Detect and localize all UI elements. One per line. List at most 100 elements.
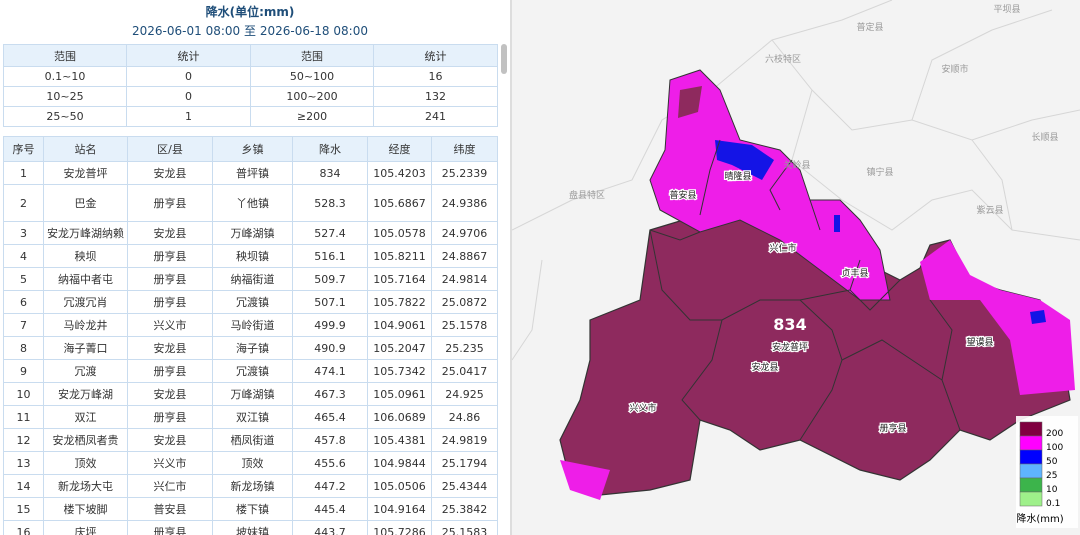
cell: 16 xyxy=(3,520,44,535)
legend-swatch xyxy=(1019,449,1043,465)
scrollbar[interactable] xyxy=(501,44,507,74)
cell: 安龙万峰湖 xyxy=(43,382,128,406)
county-label: 册亨县 xyxy=(879,422,906,434)
cell: 25.1794 xyxy=(431,451,498,475)
cell: ≥200 xyxy=(250,106,374,127)
header-cell: 纬度 xyxy=(431,136,498,162)
cell: 安龙栖凤者贵 xyxy=(43,428,128,452)
cell: 11 xyxy=(3,405,44,429)
cell: 104.9061 xyxy=(367,313,432,337)
county-label: 普安县 xyxy=(669,189,696,201)
cell: 普坪镇 xyxy=(212,161,293,185)
cell: 834 xyxy=(292,161,368,185)
cell: 24.925 xyxy=(431,382,498,406)
row: 4 秧坝 册亨县 秧坝镇 516.1 105.8211 24.8867 xyxy=(3,244,498,268)
cell: 5 xyxy=(3,267,44,291)
row: 3 安龙万峰湖纳赖 安龙县 万峰湖镇 527.4 105.0578 24.9706 xyxy=(3,221,498,245)
legend-label: 50 xyxy=(1046,457,1058,467)
cell: 海子镇 xyxy=(212,336,293,360)
cell: 50~100 xyxy=(250,66,374,87)
cell: 冗渡镇 xyxy=(212,290,293,314)
cell: 纳福中者屯 xyxy=(43,267,128,291)
cell: 9 xyxy=(3,359,44,383)
legend-label: 10 xyxy=(1046,485,1058,495)
region-fill xyxy=(560,460,610,500)
cell: 528.3 xyxy=(292,184,368,222)
cell: 海子菁口 xyxy=(43,336,128,360)
cell: 双江镇 xyxy=(212,405,293,429)
end-time: 2026-06-18 08:00 xyxy=(259,24,368,38)
cell: 105.0961 xyxy=(367,382,432,406)
cell: 1 xyxy=(126,106,251,127)
cell: 10 xyxy=(3,382,44,406)
row: 8 海子菁口 安龙县 海子镇 490.9 105.2047 25.235 xyxy=(3,336,498,360)
header-cell: 范围 xyxy=(250,44,374,67)
cell: 双江 xyxy=(43,405,128,429)
cell: 25.0872 xyxy=(431,290,498,314)
cell: 467.3 xyxy=(292,382,368,406)
cell: 册亨县 xyxy=(127,267,213,291)
cell: 安龙县 xyxy=(127,336,213,360)
county-label: 兴义市 xyxy=(629,402,656,414)
region-fill xyxy=(715,140,774,180)
cell: 册亨县 xyxy=(127,405,213,429)
county-borders xyxy=(649,139,961,441)
cell: 马岭龙井 xyxy=(43,313,128,337)
county-label: 晴隆县 xyxy=(724,170,751,182)
cell: 安龙县 xyxy=(127,382,213,406)
cell: 105.6867 xyxy=(367,184,432,222)
summary-table: 范围 统计 范围 统计 0.1~10 0 50~100 16 10~25 0 100~200 132 2… xyxy=(3,44,498,127)
row: 16 庆坪 册亨县 坡妹镇 443.7 105.7286 25.1583 xyxy=(3,520,498,535)
cell: 490.9 xyxy=(292,336,368,360)
row: 6 冗渡冗肖 册亨县 冗渡镇 507.1 105.7822 25.0872 xyxy=(3,290,498,314)
background-label: 盘县特区 xyxy=(569,189,605,201)
row: 25~50 1 ≥200 241 xyxy=(3,106,498,127)
cell: 24.9819 xyxy=(431,428,498,452)
cell: 丫他镇 xyxy=(212,184,293,222)
cell: 443.7 xyxy=(292,520,368,535)
cell: 顶效 xyxy=(43,451,128,475)
background-label: 长顺县 xyxy=(1031,131,1058,143)
cell: 6 xyxy=(3,290,44,314)
row: 9 冗渡 册亨县 冗渡镇 474.1 105.7342 25.0417 xyxy=(3,359,498,383)
background-label: 紫云县 xyxy=(976,205,1003,216)
background-label: 六枝特区 xyxy=(765,53,801,65)
cell: 新龙场大屯 xyxy=(43,474,128,498)
cell: 秧坝 xyxy=(43,244,128,268)
header-cell: 乡镇 xyxy=(212,136,293,162)
row: 14 新龙场大屯 兴仁市 新龙场镇 447.2 105.0506 25.4344 xyxy=(3,474,498,498)
cell: 安龙万峰湖纳赖 xyxy=(43,221,128,245)
header-cell: 统计 xyxy=(126,44,251,67)
cell: 445.4 xyxy=(292,497,368,521)
cell: 105.7286 xyxy=(367,520,432,535)
county-label: 望谟县 xyxy=(966,336,993,348)
legend-label: 25 xyxy=(1046,471,1057,481)
row: 0.1~10 0 50~100 16 xyxy=(3,66,498,87)
cell: 25.1578 xyxy=(431,313,498,337)
header-row: 序号 站名 区/县 乡镇 降水 经度 纬度 xyxy=(3,136,498,162)
legend-label: 200 xyxy=(1046,429,1063,439)
cell: 12 xyxy=(3,428,44,452)
cell: 105.7342 xyxy=(367,359,432,383)
cell: 1 xyxy=(3,161,44,185)
background-label: 平坝县 xyxy=(993,4,1020,15)
row: 5 纳福中者屯 册亨县 纳福街道 509.7 105.7164 24.9814 xyxy=(3,267,498,291)
station-table: 序号 站名 区/县 乡镇 降水 经度 纬度 1 安龙普坪 安龙县 普坪镇 834 105.4203 25.… xyxy=(3,136,498,535)
cell: 兴义市 xyxy=(127,313,213,337)
data-panel: 降水(单位:mm) 2026-06-01 08:00 至 2026-06-18 … xyxy=(0,0,510,535)
cell: 100~200 xyxy=(250,86,374,107)
cell: 132 xyxy=(373,86,498,107)
divider xyxy=(510,0,512,535)
cell: 105.4381 xyxy=(367,428,432,452)
start-time: 2026-06-01 08:00 xyxy=(132,24,241,38)
cell: 499.9 xyxy=(292,313,368,337)
cell: 册亨县 xyxy=(127,290,213,314)
cell: 104.9164 xyxy=(367,497,432,521)
cell: 安龙县 xyxy=(127,221,213,245)
background-label: 镇宁县 xyxy=(866,166,893,178)
cell: 10~25 xyxy=(3,86,127,107)
legend-swatch xyxy=(1019,435,1043,451)
cell: 13 xyxy=(3,451,44,475)
